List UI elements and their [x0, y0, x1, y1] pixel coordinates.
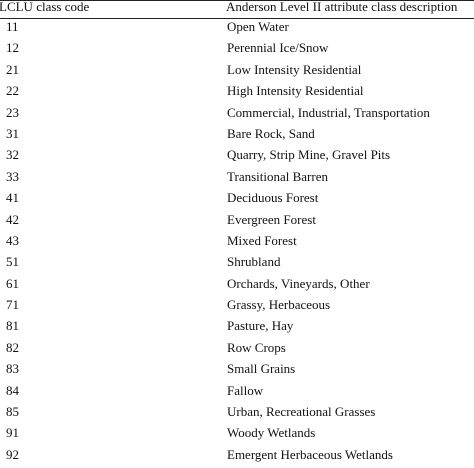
table-row: 81 Pasture, Hay: [0, 318, 474, 339]
class-code-cell: 32: [6, 147, 19, 163]
class-code-cell: 82: [6, 339, 19, 355]
class-description-cell: Mixed Forest: [227, 232, 297, 248]
table-header-rule: [0, 18, 474, 19]
class-code-cell: 22: [6, 83, 19, 99]
table-row: 31 Bare Rock, Sand: [0, 126, 474, 147]
table-row: 82 Row Crops: [0, 340, 474, 361]
class-code-cell: 12: [6, 40, 19, 56]
class-description-cell: Shrubland: [227, 254, 281, 270]
class-code-cell: 61: [6, 275, 19, 291]
header-class-code: LCLU class code: [0, 0, 90, 14]
class-code-cell: 23: [6, 104, 19, 120]
table-row: 84 Fallow: [0, 383, 474, 404]
class-description-cell: Grassy, Herbaceous: [227, 297, 331, 313]
table-top-rule: [0, 0, 474, 1]
class-code-cell: 43: [6, 232, 19, 248]
class-description-cell: Perennial Ice/Snow: [227, 40, 329, 56]
class-code-cell: 31: [6, 125, 19, 141]
class-code-cell: 84: [6, 382, 19, 398]
class-code-cell: 81: [6, 318, 19, 334]
class-description-cell: Bare Rock, Sand: [227, 125, 315, 141]
class-code-cell: 91: [6, 425, 19, 441]
class-code-cell: 41: [6, 190, 19, 206]
class-description-cell: Low Intensity Residential: [227, 61, 362, 77]
table-row: 71 Grassy, Herbaceous: [0, 297, 474, 318]
table-row: 23 Commercial, Industrial, Transportation: [0, 105, 474, 126]
table-row: 41 Deciduous Forest: [0, 190, 474, 211]
class-description-cell: Deciduous Forest: [227, 190, 319, 206]
class-description-cell: Orchards, Vineyards, Other: [227, 275, 370, 291]
class-code-cell: 51: [6, 254, 19, 270]
class-description-cell: Commercial, Industrial, Transportation: [227, 104, 430, 120]
table-row: 92 Emergent Herbaceous Wetlands: [0, 447, 474, 468]
table-row: 32 Quarry, Strip Mine, Gravel Pits: [0, 147, 474, 168]
class-code-cell: 92: [6, 446, 19, 462]
class-description-cell: Woody Wetlands: [227, 425, 316, 441]
table-row: 33 Transitional Barren: [0, 169, 474, 190]
class-code-cell: 85: [6, 404, 19, 420]
class-description-cell: Evergreen Forest: [227, 211, 316, 227]
class-description-cell: Urban, Recreational Grasses: [227, 404, 376, 420]
class-description-cell: Open Water: [227, 19, 289, 34]
class-description-cell: Transitional Barren: [227, 168, 328, 184]
table-row: 22 High Intensity Residential: [0, 83, 474, 104]
class-code-cell: 21: [6, 61, 19, 77]
class-description-cell: Pasture, Hay: [227, 318, 294, 334]
table-row: 91 Woody Wetlands: [0, 425, 474, 446]
class-code-cell: 71: [6, 297, 19, 313]
table-row: 61 Orchards, Vineyards, Other: [0, 276, 474, 297]
header-class-description: Anderson Level II attribute class descri…: [226, 0, 458, 14]
class-code-cell: 11: [6, 19, 19, 34]
table-row: 83 Small Grains: [0, 361, 474, 382]
class-description-cell: High Intensity Residential: [227, 83, 364, 99]
table-row: 43 Mixed Forest: [0, 233, 474, 254]
table-row: 21 Low Intensity Residential: [0, 62, 474, 83]
table-row: 51 Shrubland: [0, 254, 474, 275]
table-header-row: LCLU class code Anderson Level II attrib…: [0, 0, 474, 18]
table-row: 12 Perennial Ice/Snow: [0, 40, 474, 61]
class-code-cell: 33: [6, 168, 19, 184]
class-description-cell: Emergent Herbaceous Wetlands: [227, 446, 393, 462]
class-description-cell: Fallow: [227, 382, 264, 398]
table-row: 11 Open Water: [0, 19, 474, 40]
table-row: 85 Urban, Recreational Grasses: [0, 404, 474, 425]
class-code-cell: 42: [6, 211, 19, 227]
table-row: 42 Evergreen Forest: [0, 212, 474, 233]
class-code-cell: 83: [6, 361, 19, 377]
table-body: 11 Open Water 12 Perennial Ice/Snow 21 Low …: [0, 19, 474, 468]
class-description-cell: Quarry, Strip Mine, Gravel Pits: [227, 147, 391, 163]
class-description-cell: Small Grains: [227, 361, 296, 377]
class-description-cell: Row Crops: [227, 339, 286, 355]
